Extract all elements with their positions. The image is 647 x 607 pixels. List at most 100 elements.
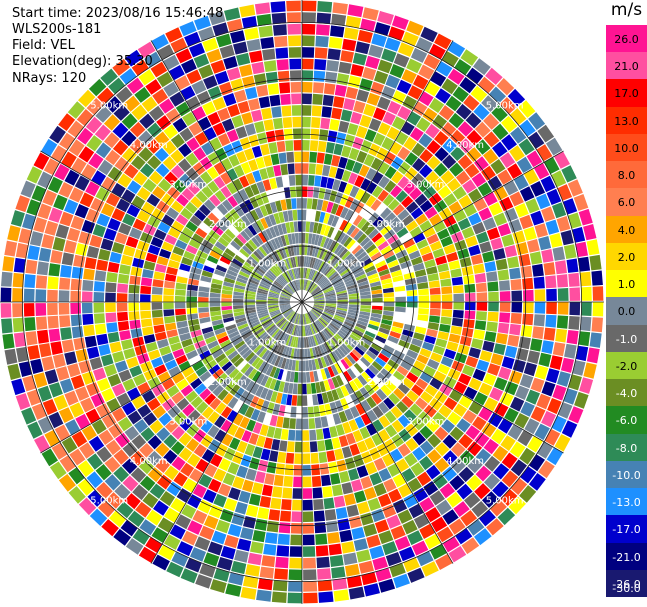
ppi-gate	[365, 168, 377, 181]
ppi-gate	[541, 340, 554, 354]
ppi-gate	[239, 390, 250, 403]
ppi-gate	[136, 210, 151, 223]
ppi-gate	[447, 223, 461, 235]
ppi-gate	[295, 430, 302, 441]
ppi-gate	[424, 533, 442, 550]
ppi-gate	[257, 309, 268, 314]
ppi-gate	[492, 481, 509, 498]
ppi-gate	[291, 233, 296, 244]
ppi-gate	[294, 441, 302, 453]
ppi-gate	[377, 59, 393, 74]
ppi-gate	[295, 280, 299, 291]
ppi-gate	[501, 470, 519, 488]
ppi-gate	[314, 522, 327, 534]
ppi-gate	[219, 256, 231, 265]
ppi-gate	[123, 348, 136, 360]
ppi-gate	[264, 351, 273, 362]
ppi-gate	[194, 255, 206, 265]
ppi-gate	[431, 516, 448, 533]
ppi-gate	[325, 71, 338, 84]
ppi-gate	[434, 131, 449, 146]
ppi-gate	[441, 78, 458, 95]
ppi-gate	[404, 152, 418, 166]
ppi-gate	[152, 405, 167, 419]
ppi-gate	[164, 171, 178, 185]
ppi-gate	[273, 165, 282, 177]
ppi-gate	[328, 271, 338, 280]
ppi-gate	[323, 83, 336, 95]
ppi-gate	[586, 239, 600, 256]
ppi-gate	[98, 344, 111, 356]
ppi-gate	[210, 310, 222, 317]
ppi-gate	[317, 357, 324, 369]
ppi-gate	[260, 375, 269, 387]
ppi-gate	[168, 335, 180, 345]
ppi-gate	[53, 194, 68, 211]
ppi-gate	[244, 186, 255, 198]
ppi-gate	[347, 4, 364, 18]
ppi-gate	[343, 253, 354, 263]
range-ring-label: 1.00km	[249, 259, 287, 270]
ppi-gate	[85, 181, 100, 197]
ppi-gate	[309, 429, 317, 441]
ppi-gate	[423, 226, 436, 238]
ppi-gate	[232, 371, 244, 383]
ppi-gate	[68, 139, 85, 157]
ppi-gate	[333, 281, 344, 288]
ppi-gate	[483, 131, 500, 148]
ppi-gate	[356, 320, 368, 327]
ppi-gate	[239, 326, 250, 334]
ppi-gate	[309, 245, 314, 256]
ppi-gate	[396, 79, 412, 94]
ppi-gate	[257, 290, 268, 295]
ppi-gate	[286, 323, 293, 334]
ppi-gate	[175, 308, 186, 316]
ppi-gate	[93, 313, 105, 324]
ppi-gate	[269, 289, 280, 295]
ppi-gate	[538, 236, 552, 251]
ppi-gate	[433, 162, 448, 177]
ppi-gate	[410, 462, 425, 477]
ppi-gate	[48, 207, 63, 223]
ppi-gate	[385, 340, 397, 349]
ppi-gate	[302, 314, 305, 325]
ppi-gate	[268, 291, 280, 296]
ppi-gate	[401, 214, 414, 227]
ppi-gate	[178, 447, 193, 462]
ppi-gate	[69, 402, 85, 418]
ppi-gate	[507, 163, 523, 179]
ppi-gate	[268, 325, 277, 335]
ppi-gate	[451, 231, 464, 243]
ppi-gate	[292, 499, 302, 511]
ppi-gate	[134, 344, 147, 356]
ppi-gate	[360, 298, 372, 302]
ppi-gate	[404, 318, 417, 326]
ppi-gate	[372, 376, 384, 388]
ppi-gate	[97, 159, 113, 176]
ppi-gate	[210, 579, 227, 594]
ppi-gate	[391, 326, 403, 334]
ppi-gate	[215, 147, 228, 161]
ppi-gate	[365, 195, 377, 208]
ppi-gate	[313, 82, 325, 94]
ppi-gate	[302, 383, 307, 395]
ppi-gate	[405, 423, 419, 437]
ppi-gate	[592, 286, 604, 301]
ppi-gate	[412, 431, 426, 446]
ppi-gate	[237, 360, 248, 371]
ppi-gate	[111, 383, 126, 397]
ppi-gate	[303, 581, 318, 592]
ppi-gate	[200, 434, 214, 448]
ppi-gate	[255, 194, 264, 206]
ppi-gate	[312, 307, 323, 313]
ppi-gate	[225, 380, 236, 392]
ppi-gate	[313, 297, 325, 300]
ppi-gate	[138, 130, 154, 146]
ppi-gate	[145, 341, 158, 353]
ppi-gate	[246, 419, 256, 432]
ppi-gate	[366, 92, 380, 106]
ppi-gate	[198, 204, 211, 217]
ppi-gate	[534, 302, 546, 314]
ppi-gate	[321, 330, 329, 341]
ppi-gate	[119, 68, 137, 85]
